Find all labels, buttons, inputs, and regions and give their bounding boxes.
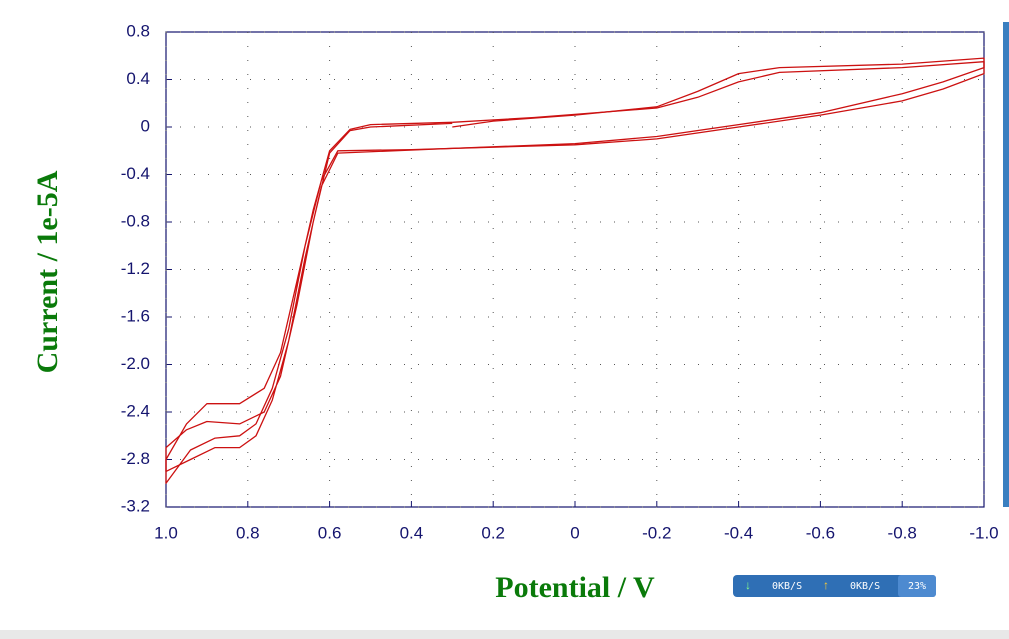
download-rate: 0KB/S — [772, 581, 802, 592]
y-tick-label: -1.6 — [121, 306, 150, 325]
cv-curve — [165, 61, 985, 473]
x-tick-label: -0.4 — [724, 523, 753, 542]
up-arrow: ↑ — [823, 578, 829, 592]
y-tick-label: -0.8 — [121, 211, 150, 230]
x-tick-label: -0.2 — [642, 523, 671, 542]
x-tick-label: -0.8 — [888, 523, 917, 542]
y-tick-label: -2.8 — [121, 449, 150, 468]
y-tick-label: -2.4 — [121, 401, 150, 420]
y-tick-label: 0.8 — [126, 21, 150, 40]
y-tick-label: -0.4 — [121, 164, 150, 183]
side-strip — [1003, 22, 1009, 507]
y-axis-label: Current / 1e-5A — [31, 170, 64, 373]
x-tick-label: -0.6 — [806, 523, 835, 542]
x-tick-label: 0 — [570, 523, 579, 542]
cpu-usage: 23% — [908, 581, 926, 592]
x-tick-label: 0.2 — [481, 523, 505, 542]
status-widget: ↓ 0KB/S ↑ 0KB/S 23% — [733, 575, 936, 597]
cv-curve — [165, 57, 985, 484]
bottom-bar — [0, 630, 1009, 639]
x-tick-label: 1.0 — [154, 523, 178, 542]
x-axis-label: Potential / V — [495, 571, 655, 604]
y-tick-label: 0 — [141, 116, 150, 135]
widget-bg — [733, 575, 936, 597]
x-tick-label: 0.4 — [400, 523, 424, 542]
y-tick-label: -2.0 — [121, 354, 150, 373]
y-tick-label: 0.4 — [126, 69, 150, 88]
widget-cpu-bg — [898, 575, 936, 597]
x-tick-label: 0.8 — [236, 523, 260, 542]
x-tick-label: 0.6 — [318, 523, 342, 542]
x-tick-label: -1.0 — [969, 523, 998, 542]
y-tick-label: -3.2 — [121, 496, 150, 515]
down-arrow: ↓ — [745, 578, 751, 592]
upload-rate: 0KB/S — [850, 581, 880, 592]
y-tick-label: -1.2 — [121, 259, 150, 278]
